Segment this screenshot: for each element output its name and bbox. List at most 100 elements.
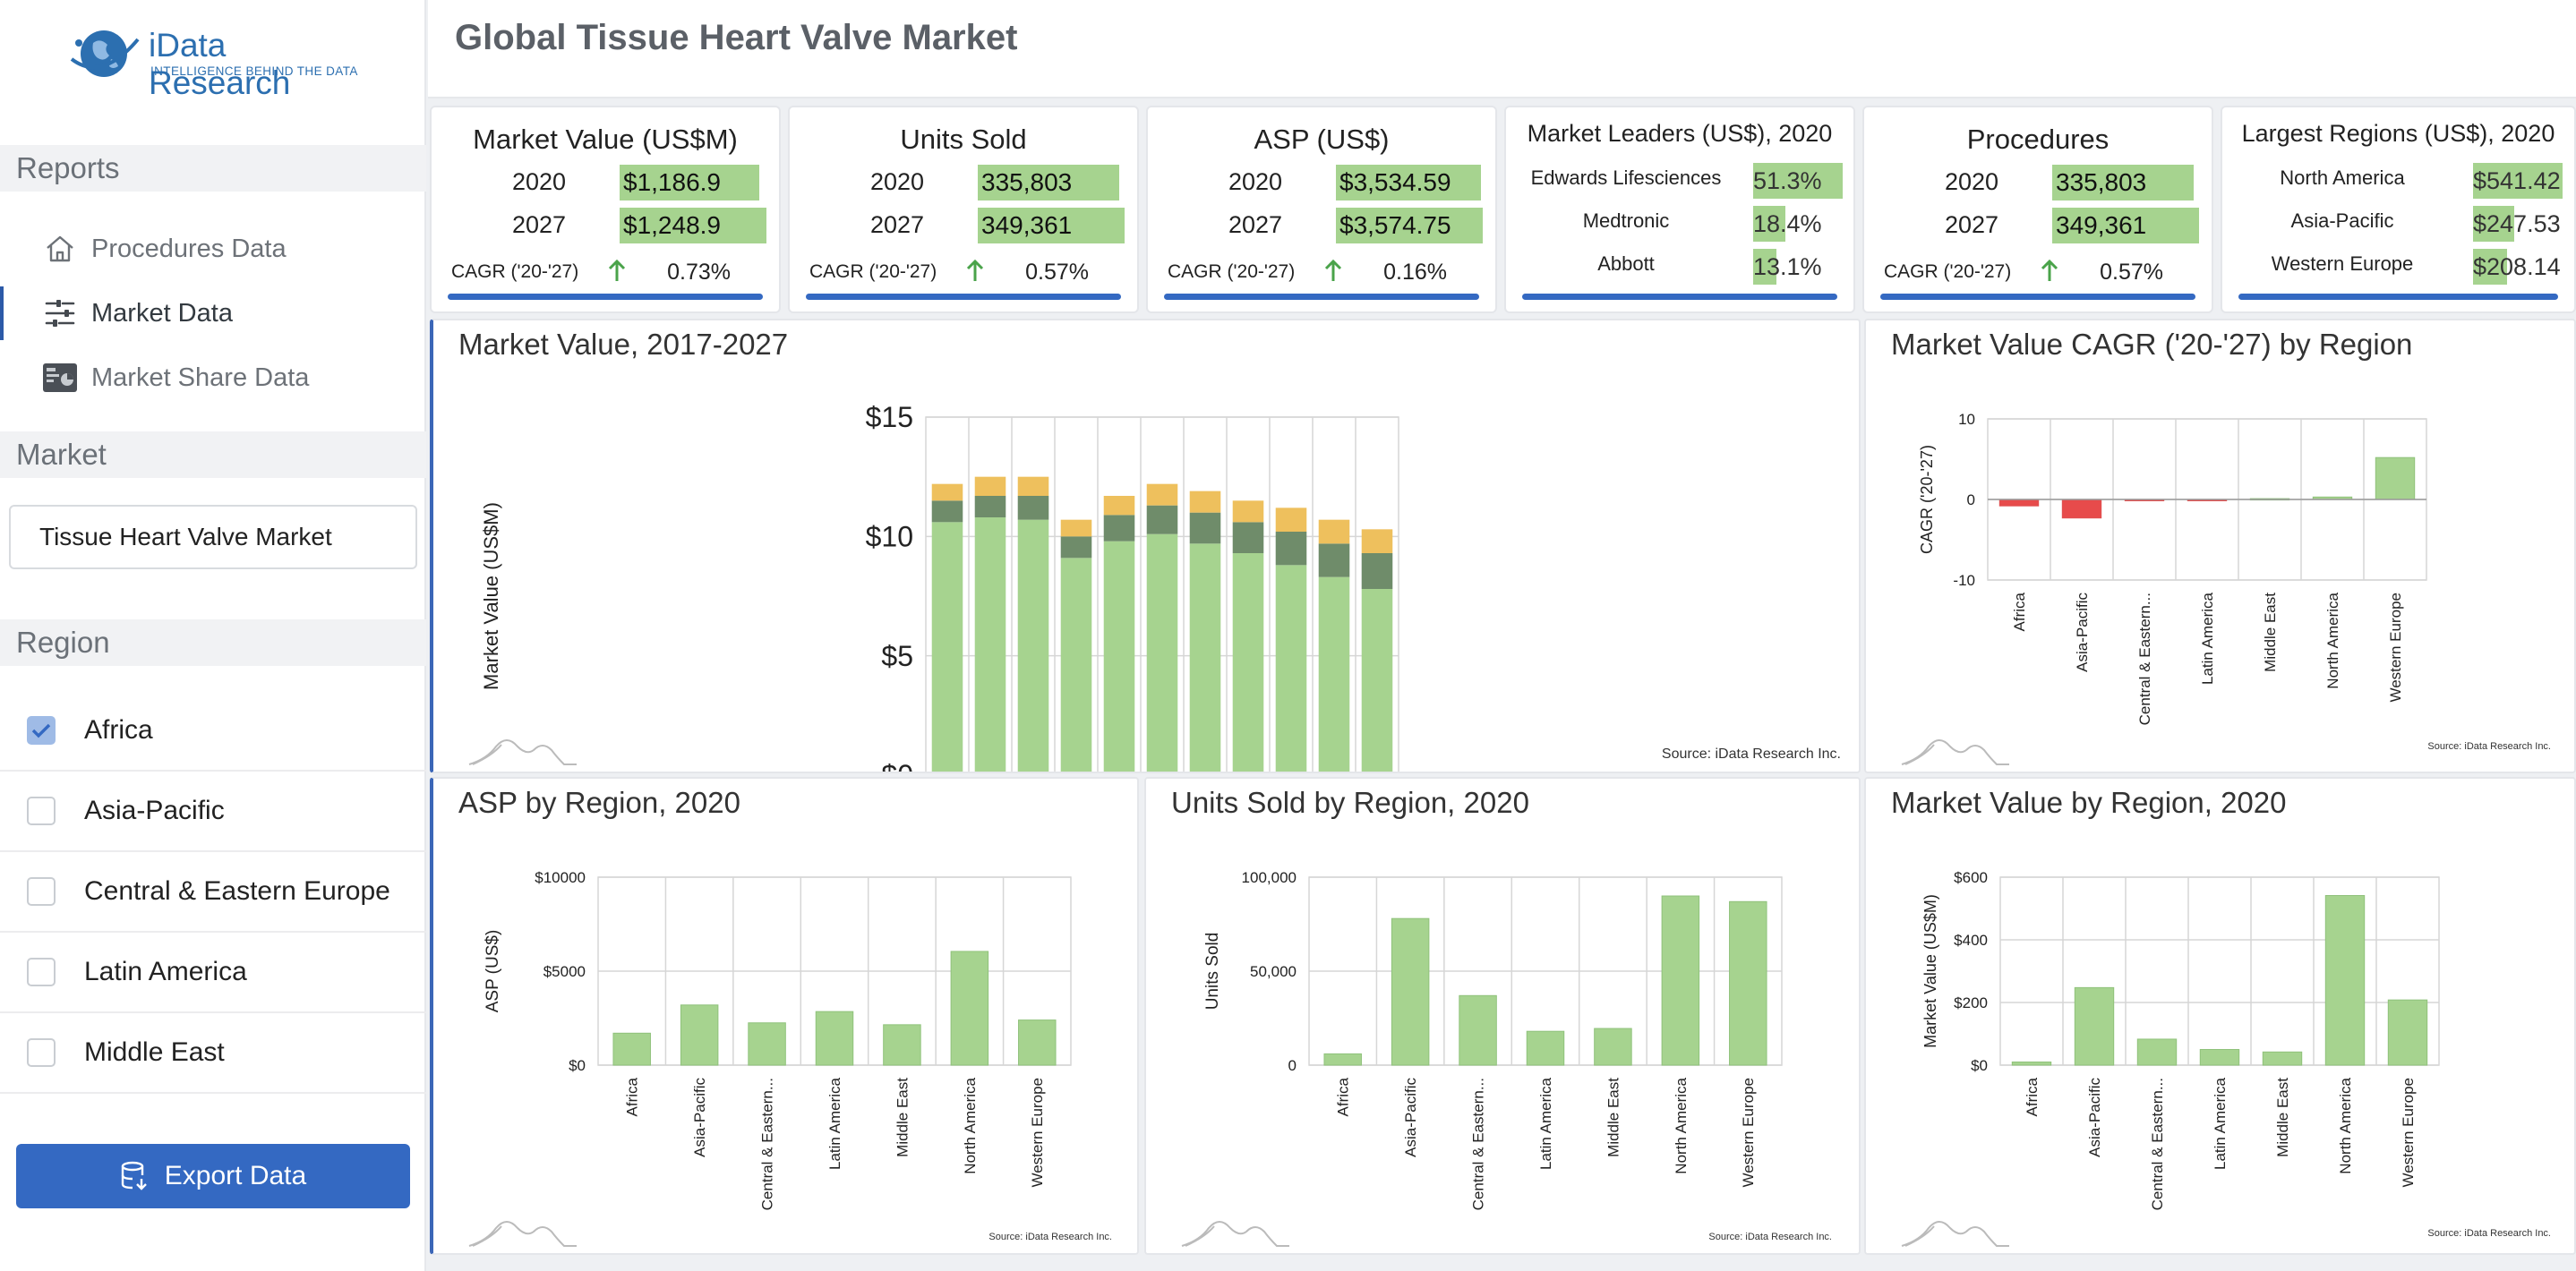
x-tick-label: Africa xyxy=(624,1077,641,1116)
bar-north-america xyxy=(950,951,989,1066)
cagr-value: 0.73% xyxy=(667,260,731,285)
y-tick-label: $0 xyxy=(881,759,913,773)
cagr-label: CAGR ('20-'27) xyxy=(809,261,937,282)
kpi-year: 2027 xyxy=(869,211,925,238)
y-axis-label: Market Value (US$M) xyxy=(1921,894,1939,1048)
x-tick-label: North America xyxy=(962,1077,979,1173)
header: Global Tissue Heart Valve Market xyxy=(428,0,2576,98)
database-icon xyxy=(121,1161,147,1190)
kpi-cagr: CAGR ('20-'27) 0.57% xyxy=(1864,256,2212,288)
bar-africa xyxy=(1323,1053,1362,1066)
bar-asia-pacific xyxy=(680,1004,719,1066)
kpi-value: 349,361 xyxy=(978,208,1125,243)
kpi-row: 2027 $1,248.9 xyxy=(432,206,779,245)
region-checkbox[interactable] xyxy=(27,958,56,986)
kpi-value: $1,186.9 xyxy=(620,165,759,200)
leader-share: 51.3% xyxy=(1753,163,1843,199)
export-data-button[interactable]: Export Data xyxy=(16,1144,410,1208)
kpi-value: 349,361 xyxy=(2052,208,2199,243)
nav-market-data[interactable]: Market Data xyxy=(0,286,426,340)
region-label: Africa xyxy=(84,715,153,745)
cagr-region-chart: -10 0 10 CAGR ('20-'27) Africa Asia-Pacific Ce… xyxy=(1901,411,2427,765)
x-tick-label: Latin America xyxy=(1537,1077,1554,1170)
bar-2023-series-3 xyxy=(1189,490,1221,513)
region-name: Western Europe xyxy=(2271,252,2414,275)
arrow-up-icon xyxy=(607,258,627,287)
logo[interactable]: iData Research INTELLIGENCE BEHIND THE D… xyxy=(66,23,371,101)
bar-western-europe xyxy=(2387,999,2428,1066)
kpi-value: 335,803 xyxy=(978,165,1119,200)
x-tick-label: Latin America xyxy=(2212,1077,2229,1170)
y-tick-label: $10 xyxy=(866,521,913,553)
region-checkbox[interactable] xyxy=(27,1038,56,1067)
bar-2021-series-2 xyxy=(1103,515,1135,542)
region-item-latin-america[interactable]: Latin America xyxy=(0,933,426,1013)
bar-2025-series-2 xyxy=(1275,532,1307,566)
x-tick-label: Asia-Pacific xyxy=(2074,593,2091,672)
bar-north-america xyxy=(2324,895,2366,1066)
panel-market-value: Market Value, 2017-2027 $0 $5 $10 $15 Market… xyxy=(430,319,1861,773)
kpi-asp: ASP (US$) 2020 $3,534.59 2027 $3,574.75 … xyxy=(1146,106,1497,313)
y-axis-label: Market Value (US$M) xyxy=(480,502,502,690)
wave-watermark-icon xyxy=(1181,1221,1289,1247)
region-label: Latin America xyxy=(84,957,247,986)
bar-2018-series-1 xyxy=(974,517,1006,772)
x-tick-label: Asia-Pacific xyxy=(1402,1078,1419,1157)
bar-2025-series-1 xyxy=(1275,565,1307,772)
region-item-asia-pacific[interactable]: Asia-Pacific xyxy=(0,772,426,852)
bar-africa xyxy=(2011,1062,2052,1066)
kpi-row: 2027 349,361 xyxy=(790,206,1137,245)
y-axis-label: Units Sold xyxy=(1203,933,1222,1011)
market-select[interactable]: Tissue Heart Valve Market xyxy=(9,505,417,569)
panel-title: Units Sold by Region, 2020 xyxy=(1171,786,1529,819)
kpi-market-leaders: Market Leaders (US$), 2020 Edwards Lifes… xyxy=(1504,106,1855,313)
bar-2021-series-3 xyxy=(1103,496,1135,516)
kpi-units-sold: Units Sold 2020 335,803 2027 349,361 CAG… xyxy=(788,106,1139,313)
bar-2023-series-2 xyxy=(1189,512,1221,544)
region-kpi-row: North America $541.42 xyxy=(2222,161,2574,200)
nav-market-share-data[interactable]: Market Share Data xyxy=(0,351,426,405)
panel-title: Market Value CAGR ('20-'27) by Region xyxy=(1891,328,2413,361)
region-item-central-eastern-europe[interactable]: Central & Eastern Europe xyxy=(0,852,426,933)
bar-2017-series-1 xyxy=(931,522,963,772)
source-note: Source: iData Research Inc. xyxy=(1661,746,1841,762)
region-checkbox[interactable] xyxy=(27,877,56,906)
kpi-row: 2020 $3,534.59 xyxy=(1148,163,1495,202)
region-checkbox[interactable] xyxy=(27,797,56,825)
leader-share: 13.1% xyxy=(1753,249,1822,285)
kpi-row: 2020 335,803 xyxy=(1864,163,2212,202)
kpi-accent-bar xyxy=(448,294,763,300)
wave-watermark-icon xyxy=(1901,1221,2009,1247)
kpi-year: 2020 xyxy=(1944,168,1999,195)
kpi-title: ASP (US$) xyxy=(1254,124,1390,155)
x-tick-label: Central & Eastern... xyxy=(1470,1078,1487,1210)
nav-procedures-data[interactable]: Procedures Data xyxy=(0,222,426,276)
region-item-middle-east[interactable]: Middle East xyxy=(0,1013,426,1094)
x-tick-label: North America xyxy=(1673,1077,1690,1173)
bar-2020-series-3 xyxy=(1060,519,1092,537)
bar-2027-series-3 xyxy=(1361,529,1393,553)
kpi-value: 335,803 xyxy=(2052,165,2194,200)
kpi-cagr: CAGR ('20-'27) 0.57% xyxy=(790,256,1137,288)
kpi-year: 2027 xyxy=(1944,211,1999,238)
region-label: Middle East xyxy=(84,1037,225,1067)
x-tick-label: Africa xyxy=(2011,592,2028,631)
bar-2024-series-2 xyxy=(1232,522,1264,553)
leader-name: Medtronic xyxy=(1582,209,1670,232)
region-item-africa[interactable]: Africa xyxy=(0,691,426,772)
x-tick-label: Central & Eastern... xyxy=(2149,1078,2166,1210)
bar-2019-series-3 xyxy=(1017,476,1049,496)
bar-latin-america xyxy=(2199,1049,2240,1066)
x-tick-label: Central & Eastern... xyxy=(759,1078,776,1210)
kpi-accent-bar xyxy=(1164,294,1479,300)
region-name: Asia-Pacific xyxy=(2290,209,2394,232)
cagr-value: 0.57% xyxy=(1025,260,1089,285)
region-checkbox[interactable] xyxy=(27,716,56,745)
bar-latin-america xyxy=(1526,1030,1565,1066)
bar-2027-series-2 xyxy=(1361,553,1393,589)
bar-2026-series-1 xyxy=(1318,576,1350,772)
globe-logo-icon xyxy=(70,30,140,77)
leader-name: Edwards Lifesciences xyxy=(1530,166,1722,189)
wave-watermark-icon xyxy=(468,739,577,765)
